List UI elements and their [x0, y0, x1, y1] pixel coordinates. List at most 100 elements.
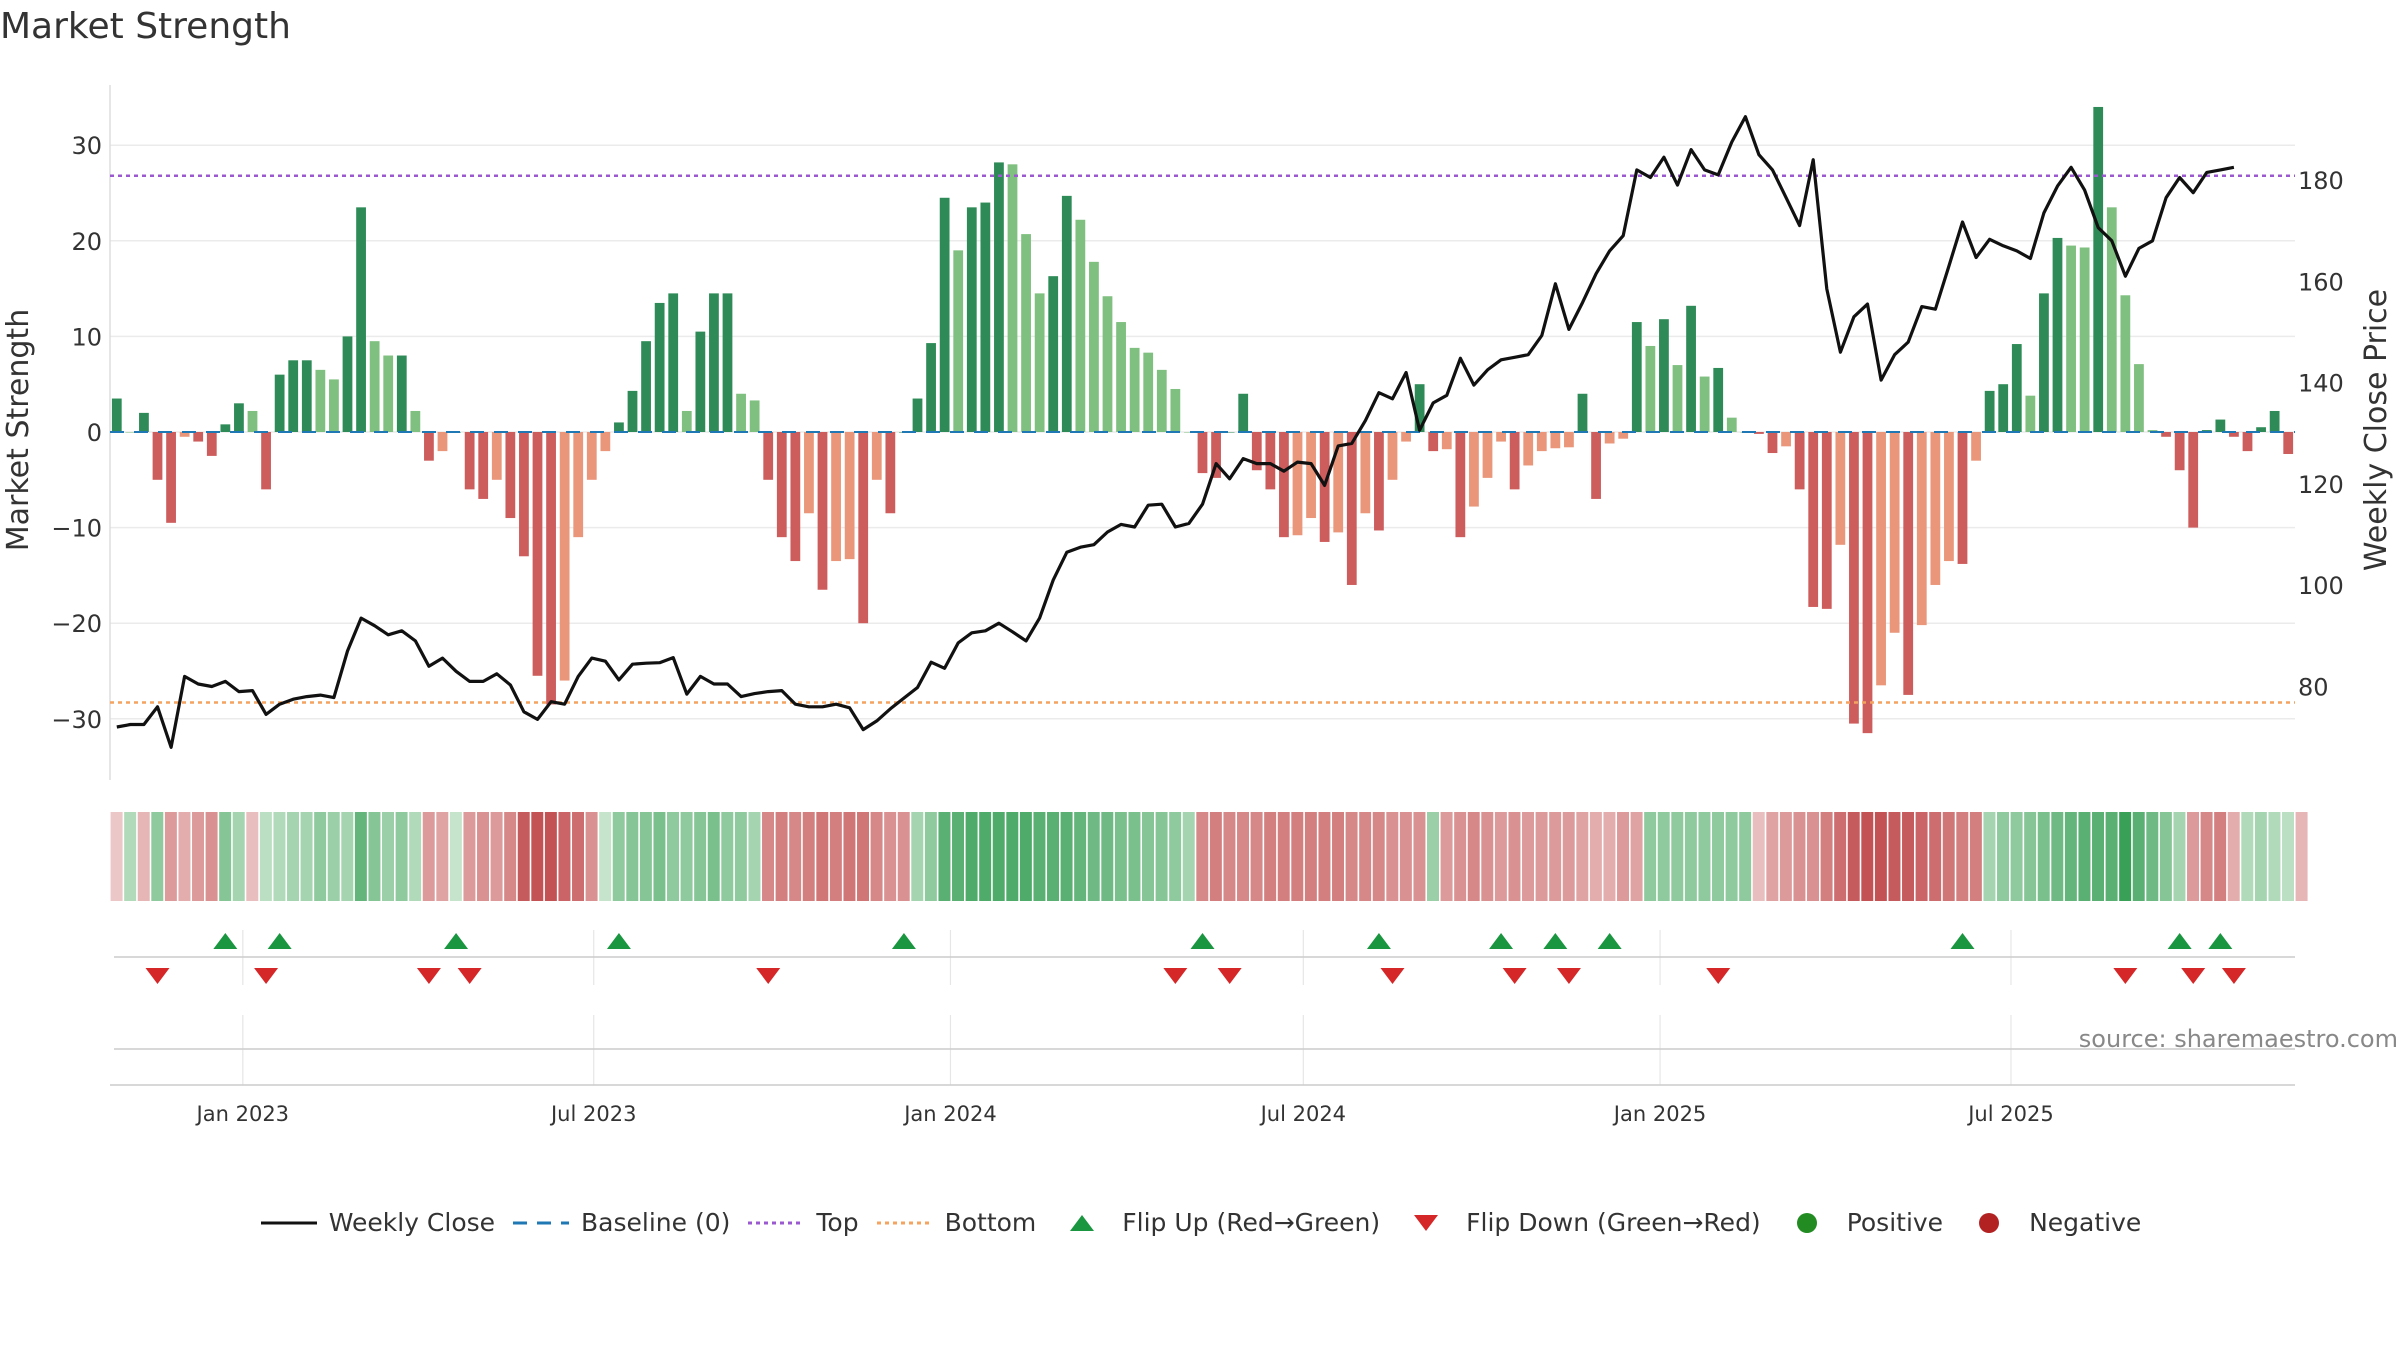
strength-bar: [926, 343, 936, 432]
heatmap-cell: [1874, 812, 1887, 901]
strength-bar: [1333, 432, 1344, 533]
x-tick-label: Jul 2023: [549, 1102, 636, 1126]
heatmap-cell: [1834, 812, 1847, 901]
strength-bar: [464, 432, 475, 490]
heatmap-cell: [1657, 812, 1670, 901]
heatmap-cell: [2078, 812, 2091, 901]
strength-bar: [2093, 106, 2104, 433]
date-axis: Jan 2023 Jul 2023 Jan 2024 Jul 2024 Jan 2025…: [110, 930, 2295, 1126]
strength-bar: [505, 432, 516, 519]
heatmap-cell: [1725, 812, 1738, 901]
y2-tick-label: 140: [2298, 370, 2344, 398]
strength-bar: [2066, 245, 2076, 432]
heatmap-cell: [694, 812, 707, 901]
strength-bar: [1849, 432, 1859, 724]
heatmap-cell: [1712, 812, 1724, 901]
heatmap-cell: [1956, 812, 1969, 901]
y2-tick-label: 100: [2298, 572, 2344, 600]
heatmap-cell: [965, 812, 978, 901]
strength-bar: [179, 432, 190, 437]
flip-down-marker: [1380, 968, 1405, 984]
heatmap-cell: [137, 812, 150, 901]
heatmap-cell: [341, 812, 354, 901]
flip-down-marker: [2221, 968, 2246, 984]
legend-label: Flip Down (Green→Red): [1466, 1208, 1761, 1237]
heatmap-cell: [829, 812, 842, 901]
heatmap-cell: [273, 812, 286, 901]
heatmap-cell: [178, 812, 191, 901]
heatmap-cell: [327, 812, 340, 901]
heatmap-cell: [626, 812, 639, 901]
strength-bar: [1129, 347, 1140, 432]
flip-up-marker: [444, 933, 469, 949]
heatmap-cell: [1942, 812, 1955, 901]
y2-tick-label: 120: [2298, 471, 2344, 499]
y-tick-label: −30: [51, 706, 102, 734]
strength-bar: [1428, 432, 1439, 452]
flip-up-marker: [1489, 933, 1514, 949]
heatmap-cell: [205, 812, 218, 901]
heatmap-cell: [2227, 812, 2240, 901]
legend-triangle-down-icon: [1414, 1214, 1439, 1231]
flip-down-marker: [756, 968, 781, 984]
strength-bar: [261, 432, 271, 490]
strength-bar: [1618, 432, 1629, 439]
strength-bar: [1930, 432, 1941, 585]
heatmap-cell: [2051, 812, 2064, 901]
strength-bar: [654, 302, 665, 432]
strength-bar: [1835, 432, 1846, 545]
heatmap-cell: [1617, 812, 1629, 901]
close-price-line: [116, 115, 2235, 749]
x-tick-label: Jan 2025: [1612, 1102, 1707, 1126]
y2-tick-label: 80: [2298, 674, 2329, 702]
legend-label: Positive: [1846, 1208, 1944, 1237]
strength-bar: [234, 403, 244, 432]
strength-bar: [1903, 432, 1914, 695]
heatmap-cell: [599, 812, 612, 901]
heatmap-cell: [110, 812, 123, 901]
heatmap-cell: [2119, 812, 2132, 901]
heatmap-cell: [1413, 812, 1426, 901]
heatmap-cell: [680, 812, 693, 901]
strength-bar: [831, 432, 841, 562]
heatmap-cell: [2092, 812, 2104, 901]
strength-bar: [1876, 432, 1886, 686]
heatmap-cell: [1807, 812, 1819, 901]
heatmap-cell: [232, 812, 245, 901]
heatmap-cell: [2024, 812, 2037, 901]
strength-bar: [1306, 432, 1316, 519]
strength-bar: [1944, 432, 1954, 562]
strength-bar: [1102, 296, 1113, 432]
strength-bar: [206, 432, 217, 456]
heatmap-cell: [1644, 812, 1657, 901]
legend-item-close: Weekly Close: [259, 1208, 495, 1237]
strength-bar: [139, 412, 149, 432]
flip-down-marker: [1502, 968, 1527, 984]
heatmap-cell: [1549, 812, 1562, 901]
heatmap-cell: [952, 812, 964, 901]
strength-bar: [695, 331, 706, 432]
heatmap-cell: [1359, 812, 1372, 901]
strength-bar: [641, 341, 651, 432]
strength-bar: [1414, 384, 1425, 432]
strength-bar: [2174, 432, 2185, 471]
heatmap-cell: [1169, 812, 1182, 901]
strength-bar: [2120, 295, 2131, 432]
right-y-axis: 180 160 140 120 100 80: [2298, 167, 2344, 702]
strength-bar: [668, 293, 679, 432]
heatmap-cell: [2010, 812, 2023, 901]
strength-bar: [994, 162, 1004, 432]
heatmap-cell: [1399, 812, 1412, 901]
strength-heatmap-strip: [110, 812, 2308, 901]
strength-bar: [2134, 364, 2144, 432]
heatmap-cell: [1929, 812, 1942, 901]
heatmap-cell: [979, 812, 992, 901]
flip-up-marker: [891, 933, 916, 949]
strength-bar: [804, 432, 814, 514]
heatmap-cell: [938, 812, 951, 901]
strength-bar: [356, 207, 366, 432]
heatmap-cell: [2105, 812, 2118, 901]
strength-bar: [1686, 305, 1696, 432]
heatmap-cell: [2064, 812, 2077, 901]
